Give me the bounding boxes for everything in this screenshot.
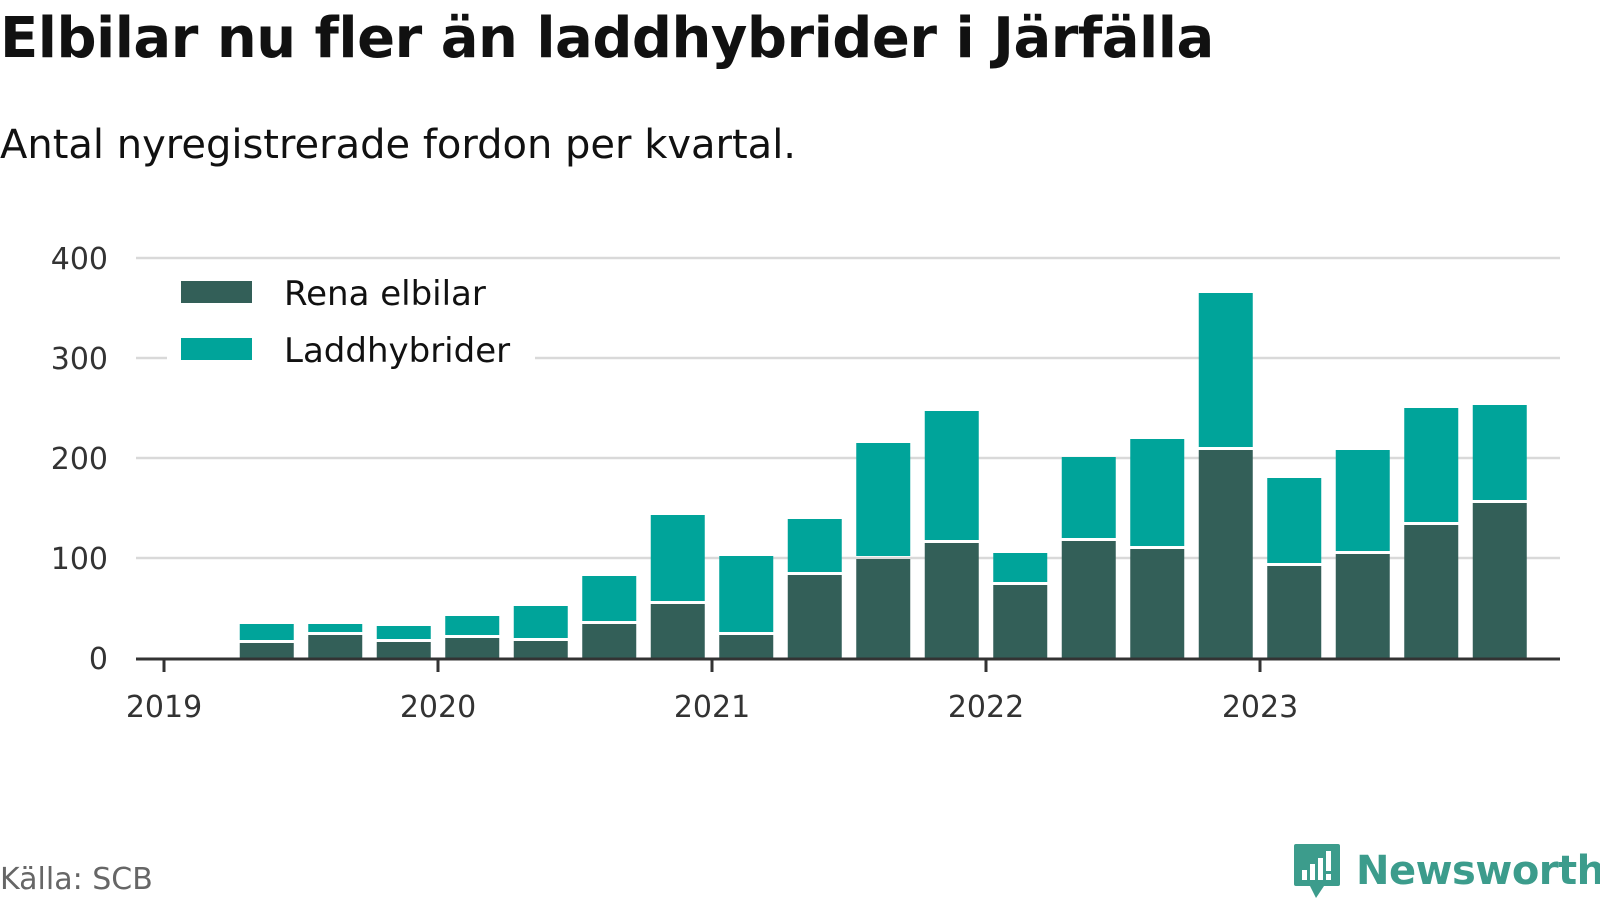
bar-laddhybrider: [1404, 408, 1459, 522]
legend-label-laddhybrider: Laddhybrider: [284, 331, 510, 371]
bar-laddhybrider: [787, 519, 842, 572]
x-tick-label-2020: 2020: [400, 690, 476, 725]
bar-laddhybrider: [1061, 457, 1116, 538]
chart-subtitle: Antal nyregistrerade fordon per kvartal.: [0, 122, 797, 168]
bar-rena-elbilar: [787, 575, 842, 658]
y-tick-label-0: 0: [89, 642, 108, 677]
stacked-bar-chart: 0 100 200 300 400 2019 2020 2021 2022 2023 Rena e…: [51, 242, 1560, 725]
bar-rena-elbilar: [993, 585, 1048, 658]
bar-rena-elbilar: [1335, 554, 1390, 658]
bar-rena-elbilar: [856, 559, 911, 658]
bar-laddhybrider: [239, 624, 294, 640]
x-tick-label-2023: 2023: [1222, 690, 1298, 725]
bar-rena-elbilar: [308, 635, 363, 658]
bar-rena-elbilar: [924, 543, 979, 658]
bar-rena-elbilar: [582, 624, 637, 658]
y-tick-label-400: 400: [51, 242, 108, 277]
chart-title: Elbilar nu fler än laddhybrider i Järfäl…: [0, 6, 1214, 71]
bar-rena-elbilar: [1061, 541, 1116, 658]
x-tick-label-2021: 2021: [674, 690, 750, 725]
bar-laddhybrider: [1335, 450, 1390, 551]
bar-rena-elbilar: [1198, 450, 1253, 658]
bar-laddhybrider: [1267, 478, 1322, 563]
bar-laddhybrider: [1198, 293, 1253, 447]
bar-laddhybrider: [719, 556, 774, 632]
legend-swatch-laddhybrider: [181, 338, 252, 360]
bar-rena-elbilar: [513, 641, 568, 658]
y-tick-label-100: 100: [51, 542, 108, 577]
grid-lines: [136, 256, 1560, 560]
bar-laddhybrider: [376, 626, 431, 639]
bar-rena-elbilar: [445, 638, 500, 658]
axes: 0 100 200 300 400 2019 2020 2021 2022 2023: [51, 242, 1560, 725]
bar-laddhybrider: [924, 411, 979, 540]
bar-rena-elbilar: [650, 604, 705, 658]
bar-rena-elbilar: [1130, 549, 1185, 658]
bar-rena-elbilar: [719, 635, 774, 658]
bar-laddhybrider: [513, 606, 568, 638]
bar-rena-elbilar: [1404, 525, 1459, 658]
legend-label-rena-elbilar: Rena elbilar: [284, 274, 486, 314]
bar-laddhybrider: [650, 515, 705, 601]
legend: Rena elbilar Laddhybrider: [167, 262, 535, 380]
bar-laddhybrider: [308, 624, 363, 632]
bar-rena-elbilar: [239, 643, 294, 658]
source-note: Källa: SCB: [0, 862, 153, 897]
bar-laddhybrider: [445, 616, 500, 635]
brand-name: Newsworthy: [1356, 848, 1600, 894]
x-tick-label-2019: 2019: [126, 690, 202, 725]
x-tick-label-2022: 2022: [948, 690, 1024, 725]
newsworthy-logo: Newsworthy: [1292, 842, 1600, 900]
bar-laddhybrider: [1472, 405, 1527, 500]
bar-series: [239, 293, 1527, 658]
bar-laddhybrider: [582, 576, 637, 621]
bar-rena-elbilar: [376, 642, 431, 658]
bar-laddhybrider: [856, 443, 911, 556]
bar-laddhybrider: [993, 553, 1048, 582]
bar-laddhybrider: [1130, 439, 1185, 546]
newsworthy-bubble-icon: [1294, 844, 1340, 898]
legend-swatch-rena-elbilar: [181, 281, 252, 303]
bar-rena-elbilar: [1472, 503, 1527, 658]
bar-rena-elbilar: [1267, 566, 1322, 658]
y-tick-label-200: 200: [51, 442, 108, 477]
y-tick-label-300: 300: [51, 342, 108, 377]
